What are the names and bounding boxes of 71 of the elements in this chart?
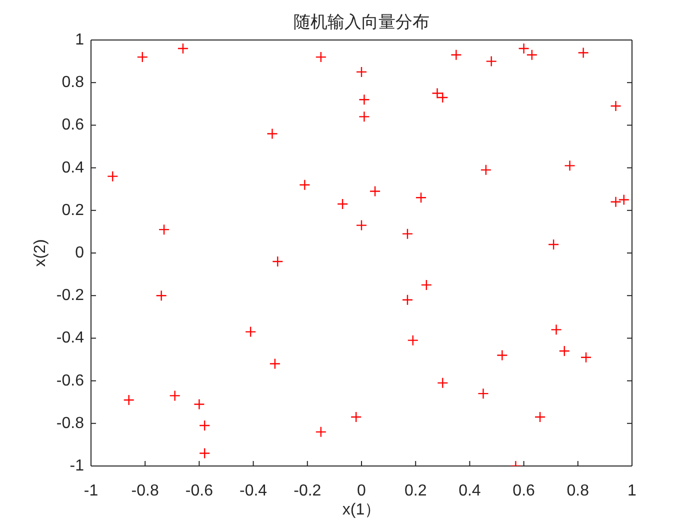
x-tick-label: 0.6 [512,482,536,500]
y-tick-label: -0.8 [56,414,84,432]
point [402,228,414,240]
point [526,49,538,61]
x-tick-label: 0.4 [458,482,481,500]
y-tick-label: -1 [70,458,84,474]
x-tick-label: -0.8 [131,482,159,500]
y-tick-label: 0 [75,244,84,262]
point [420,279,432,291]
point [266,128,278,140]
y-tick-label: 0.4 [62,159,84,176]
point [136,51,148,63]
point [199,420,210,432]
x-tick-label: -0.2 [294,482,322,500]
point [107,170,118,182]
point [356,220,368,231]
point [350,411,362,423]
y-axis-title: x(2) [32,239,50,267]
point [415,192,427,204]
point [534,411,546,423]
point [169,390,180,402]
y-tick-label: -0.4 [56,330,84,347]
y-tick-label: 1 [75,32,84,48]
point [272,256,284,268]
chart-title: 随机输入向量分布 [294,12,430,34]
point [156,290,167,302]
point [610,100,622,112]
point [158,224,170,236]
point [194,398,205,410]
point [358,111,370,122]
point [123,394,134,406]
point [369,186,381,197]
point [450,49,462,61]
point [402,294,414,306]
x-tick-label: 1 [628,482,637,500]
y-tick-label: 0.6 [62,116,84,134]
y-tick-label: -0.6 [56,372,84,390]
x-tick-label: -0.4 [240,482,268,500]
point [356,66,368,78]
point [580,352,592,363]
y-tick-label: -0.2 [56,287,84,304]
point [480,164,492,176]
point [199,448,210,459]
y-tick-label: 0.8 [62,74,84,92]
point [315,51,327,63]
point [336,198,348,210]
x-tick-label: 0.8 [566,482,590,500]
point [437,377,448,389]
point [618,194,630,206]
x-tick-label: 0 [357,482,366,500]
point [558,345,570,357]
point [299,179,310,190]
point [244,326,256,338]
y-tick-label: 0.2 [62,202,84,219]
point [550,324,562,336]
point [610,196,622,208]
point [407,334,418,346]
point [496,350,508,361]
point [478,388,489,400]
point [269,358,281,370]
point [358,94,370,106]
x-tick-label: -0.6 [185,482,214,500]
x-axis-title: x(1） [342,500,381,520]
point [177,42,189,54]
point [486,56,497,67]
point [548,238,560,250]
point [564,160,576,172]
point [518,42,530,54]
point [315,426,327,438]
x-tick-label: 0.2 [404,482,427,500]
point [578,47,589,58]
